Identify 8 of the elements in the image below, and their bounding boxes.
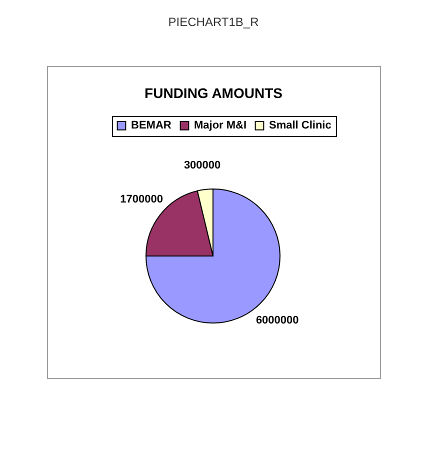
chart-title: FUNDING AMOUNTS [144,85,282,101]
legend-label: BEMAR [131,120,172,132]
data-label: 300000 [184,160,221,172]
data-label: 1700000 [120,194,163,206]
data-label: 6000000 [256,314,299,326]
legend-label: Major M&I [194,120,247,132]
legend-label: Small Clinic [269,120,332,132]
text: PIECHART1B_R [168,15,260,29]
